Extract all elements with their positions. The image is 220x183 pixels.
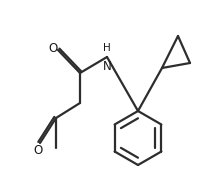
Text: O: O	[48, 42, 58, 55]
Text: H: H	[103, 43, 111, 53]
Text: O: O	[33, 143, 43, 156]
Text: N: N	[103, 60, 111, 73]
